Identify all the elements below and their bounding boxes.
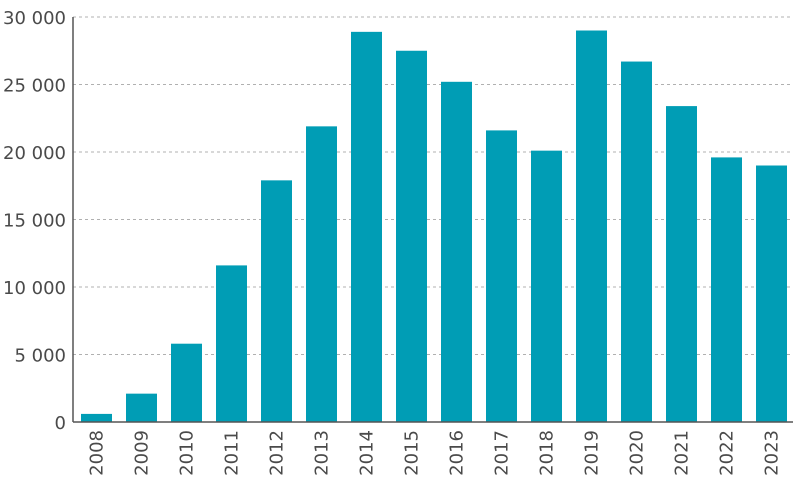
bar-2018 (531, 150, 562, 422)
bar-2008 (81, 413, 112, 422)
x-tick-label: 2022 (717, 430, 738, 476)
x-tick-label: 2009 (132, 430, 153, 476)
y-tick-label: 0 (55, 413, 66, 434)
x-tick-label: 2016 (447, 430, 468, 476)
bar-2017 (486, 130, 517, 422)
bar-2010 (171, 343, 202, 422)
x-tick-label: 2023 (762, 430, 783, 476)
x-tick-label: 2012 (267, 430, 288, 476)
bar-2009 (126, 393, 157, 422)
bar-2016 (441, 81, 472, 423)
x-tick-label: 2018 (537, 430, 558, 476)
y-axis-ticks: 0 5 000 10 000 15 000 20 000 25 000 30 000 (3, 8, 66, 434)
x-tick-label: 2011 (222, 430, 243, 476)
bar-2015 (396, 50, 427, 422)
bar-2011 (216, 265, 247, 422)
x-tick-label: 2015 (402, 430, 423, 476)
bar-2019 (576, 30, 607, 422)
x-tick-label: 2019 (582, 430, 603, 476)
bar-2021 (666, 106, 697, 422)
y-tick-label: 30 000 (3, 8, 66, 29)
bar-2013 (306, 126, 337, 422)
bar-2014 (351, 31, 382, 422)
bar-2020 (621, 61, 652, 423)
x-tick-label: 2014 (357, 430, 378, 476)
bar-2022 (711, 157, 742, 422)
bars (81, 30, 787, 423)
x-tick-label: 2008 (87, 430, 108, 476)
bar-2012 (261, 180, 292, 422)
x-tick-label: 2017 (492, 430, 513, 476)
x-axis-ticks: 2008 2009 2010 2011 2012 2013 2014 2015 2016 2017… (87, 430, 783, 476)
x-tick-label: 2021 (672, 430, 693, 476)
x-tick-label: 2013 (312, 430, 333, 476)
x-tick-label: 2010 (177, 430, 198, 476)
y-tick-label: 10 000 (3, 278, 66, 299)
bar-2023 (756, 165, 787, 422)
y-tick-label: 5 000 (14, 346, 66, 367)
y-tick-label: 25 000 (3, 76, 66, 97)
y-tick-label: 20 000 (3, 143, 66, 164)
y-tick-label: 15 000 (3, 211, 66, 232)
x-tick-label: 2020 (627, 430, 648, 476)
